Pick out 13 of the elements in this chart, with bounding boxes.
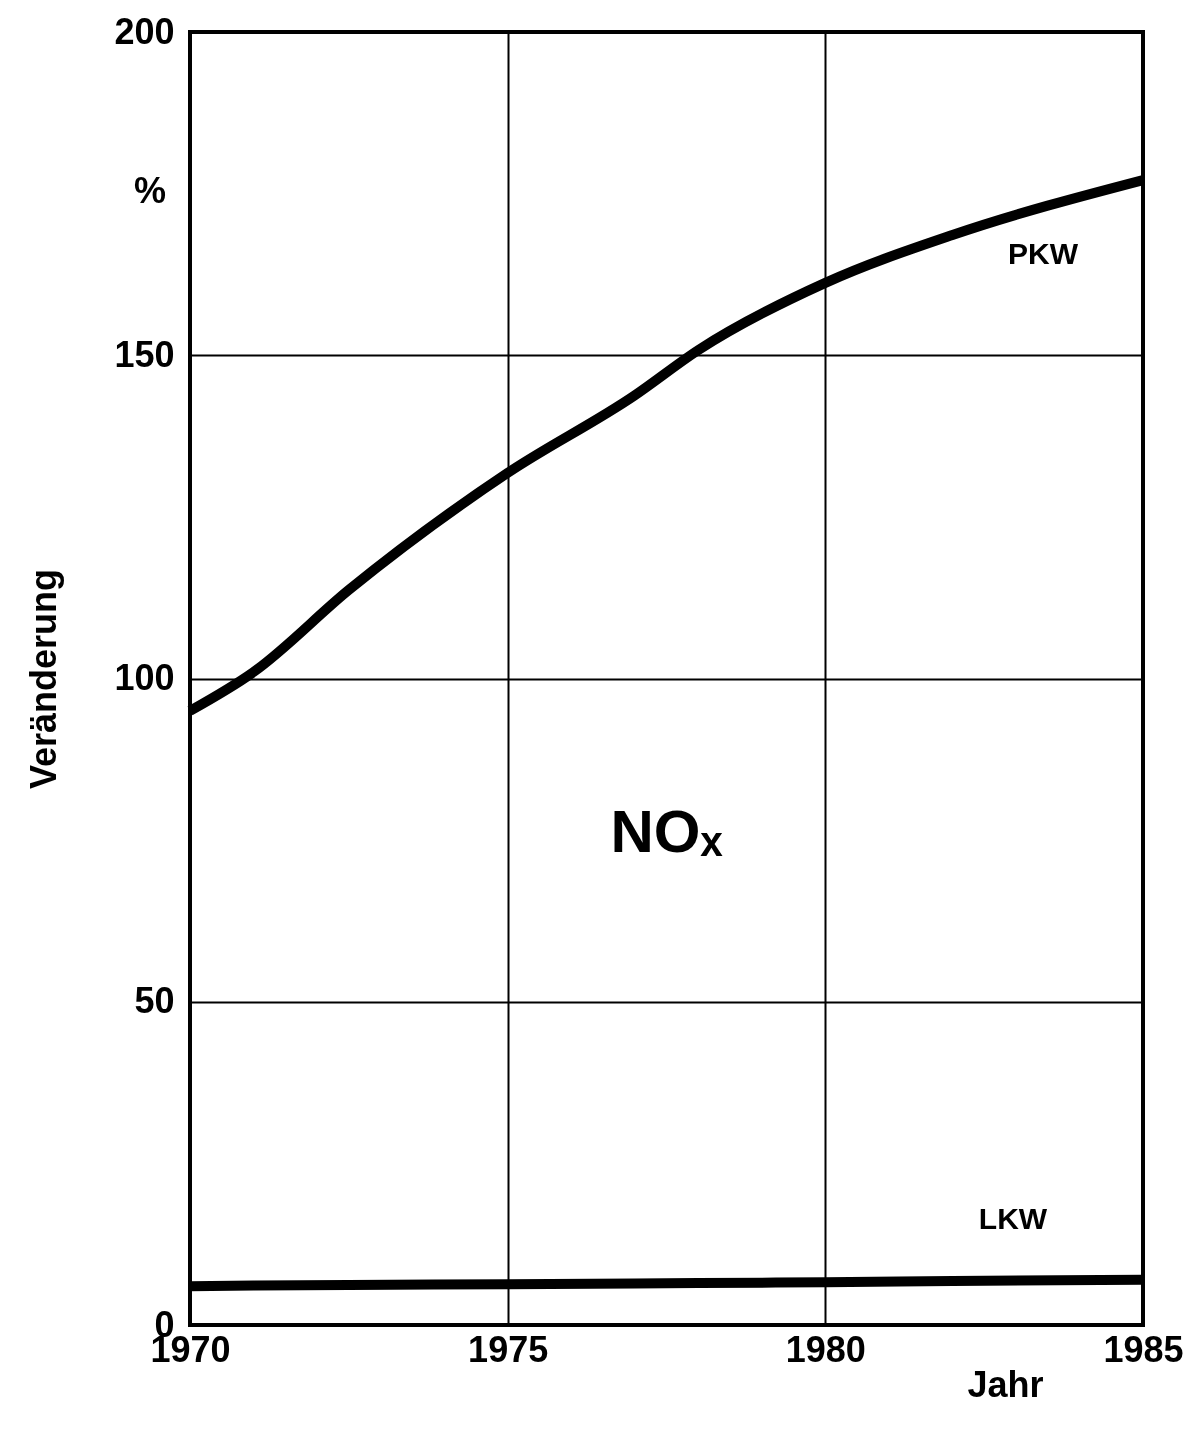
y-tick-label: 50 [134,980,175,1022]
x-tick-label: 1975 [468,1328,549,1370]
series-label: PKW [1008,237,1079,271]
y-tick-label: 100 [114,657,175,698]
y-axis-title: Veränderung [23,568,65,790]
x-tick-label: 1980 [785,1328,866,1370]
text: % [133,170,167,211]
x-axis-title: Jahr [967,1363,1044,1405]
y-tick-label: 200 [114,10,175,52]
x-tick-label: 1985 [1103,1328,1184,1370]
series-label: LKW [978,1201,1048,1235]
y-tick-label: 150 [114,333,175,375]
annotation: NOₓ [610,797,724,865]
